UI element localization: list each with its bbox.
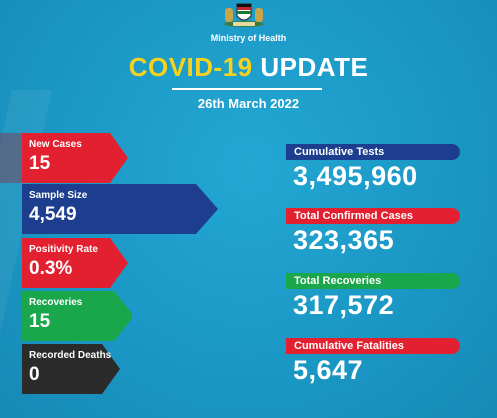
panel-value: 3,495,960 bbox=[293, 161, 418, 191]
stat-positivity-rate: Positivity Rate 0.3% bbox=[22, 238, 132, 288]
page-title: COVID-19 UPDATE bbox=[0, 52, 497, 83]
panel-value: 5,647 bbox=[293, 355, 364, 385]
stat-value: 15 bbox=[29, 311, 51, 332]
panel-label: Total Confirmed Cases bbox=[286, 208, 460, 224]
title-underline bbox=[172, 88, 322, 90]
kenya-coat-of-arms-icon bbox=[224, 3, 264, 27]
stat-sample-size-shape bbox=[22, 184, 218, 234]
stat-sample-size: Sample Size 4,549 bbox=[22, 184, 218, 234]
stat-value: 4,549 bbox=[29, 204, 77, 225]
panel-label: Total Recoveries bbox=[286, 273, 460, 289]
stat-value: 0.3% bbox=[29, 258, 73, 279]
stat-positivity-shape bbox=[22, 238, 128, 288]
stat-label: New Cases bbox=[29, 139, 82, 150]
stat-label: Sample Size bbox=[29, 190, 88, 201]
stat-deaths-shape bbox=[22, 344, 120, 394]
left-slice-new bbox=[0, 133, 24, 183]
update-date: 26th March 2022 bbox=[197, 96, 300, 111]
stat-value: 0 bbox=[29, 364, 40, 385]
panel-value: 317,572 bbox=[293, 290, 395, 320]
stat-label: Positivity Rate bbox=[29, 244, 98, 255]
stat-recoveries-shape bbox=[22, 291, 132, 341]
title-update: UPDATE bbox=[260, 52, 369, 82]
stat-new-cases-shape bbox=[22, 133, 128, 183]
panel-label: Cumulative Tests bbox=[286, 144, 460, 160]
stat-label: Recoveries bbox=[29, 297, 83, 308]
title-covid: COVID-19 bbox=[128, 52, 253, 82]
stat-label: Recorded Deaths bbox=[29, 350, 112, 361]
stat-recorded-deaths: Recorded Deaths 0 bbox=[22, 344, 132, 394]
panel-value: 323,365 bbox=[293, 225, 395, 255]
panel-label: Cumulative Fatalities bbox=[286, 338, 460, 354]
stat-recoveries: Recoveries 15 bbox=[22, 291, 132, 341]
stat-value: 15 bbox=[29, 153, 51, 174]
ministry-label: Ministry of Health bbox=[210, 33, 287, 43]
stat-new-cases: New Cases 15 bbox=[22, 133, 132, 183]
